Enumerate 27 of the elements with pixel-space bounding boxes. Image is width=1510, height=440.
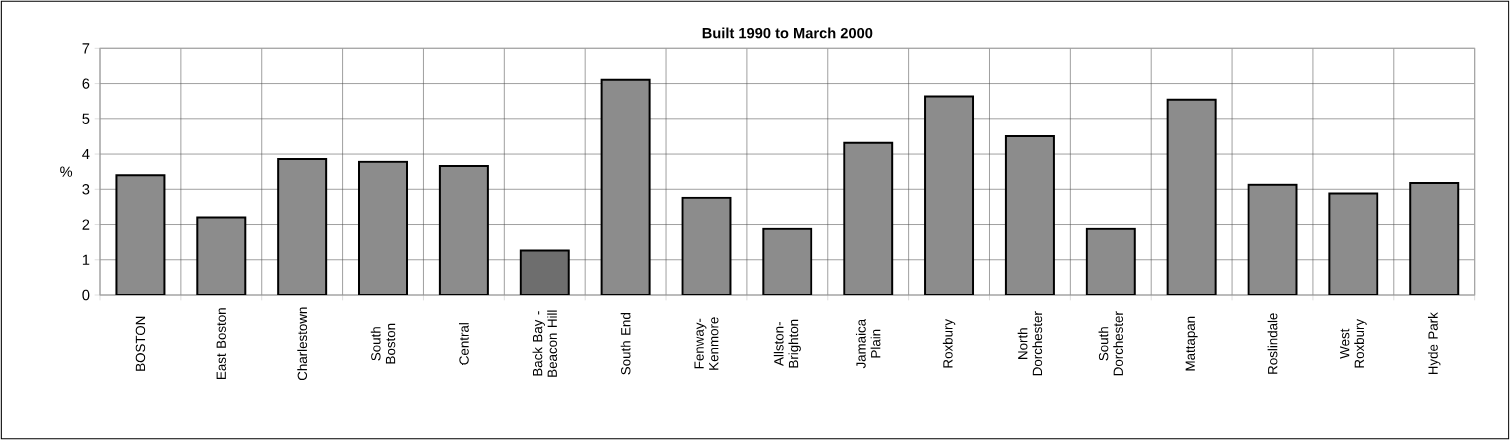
y-tick-label: 5 xyxy=(82,113,90,124)
x-tick-label: South Dorchester xyxy=(1098,311,1123,376)
x-tick-label: Mattapan xyxy=(1185,316,1198,371)
chart-title: Built 1990 to March 2000 xyxy=(702,27,873,39)
y-tick-label: 6 xyxy=(82,78,90,89)
x-tick-label: Central xyxy=(458,323,469,365)
x-tick-label: Charlestown xyxy=(297,307,308,381)
y-tick-label: 0 xyxy=(82,289,90,301)
x-tick-label: Jamaica Plain xyxy=(855,318,881,369)
y-tick-label: 7 xyxy=(82,43,90,54)
x-tick-label: North Dorchester xyxy=(1017,311,1043,376)
y-axis-title: % xyxy=(60,166,73,177)
x-tick-label: South End xyxy=(620,313,631,375)
x-tick-label: West Roxbury xyxy=(1340,318,1367,368)
x-tick-label: South Boston xyxy=(370,323,396,364)
x-tick-label: Roxbury xyxy=(942,318,956,368)
y-tick-label: 4 xyxy=(82,149,90,160)
y-tick-label: 3 xyxy=(82,184,90,195)
x-tick-label: East Boston xyxy=(216,308,226,379)
x-tick-label: Allston-Brighton xyxy=(773,319,801,368)
x-tick-label: Roslindale xyxy=(1267,313,1278,374)
x-tick-label: Fenway-Kenmore xyxy=(694,317,719,370)
x-tick-label: Hyde Park xyxy=(1428,312,1441,375)
x-tick-label: Back Bay - Beacon Hill xyxy=(532,310,557,377)
y-tick-label: 2 xyxy=(82,219,90,230)
x-tick-label: BOSTON xyxy=(135,316,146,371)
y-tick-label: 1 xyxy=(82,254,90,265)
